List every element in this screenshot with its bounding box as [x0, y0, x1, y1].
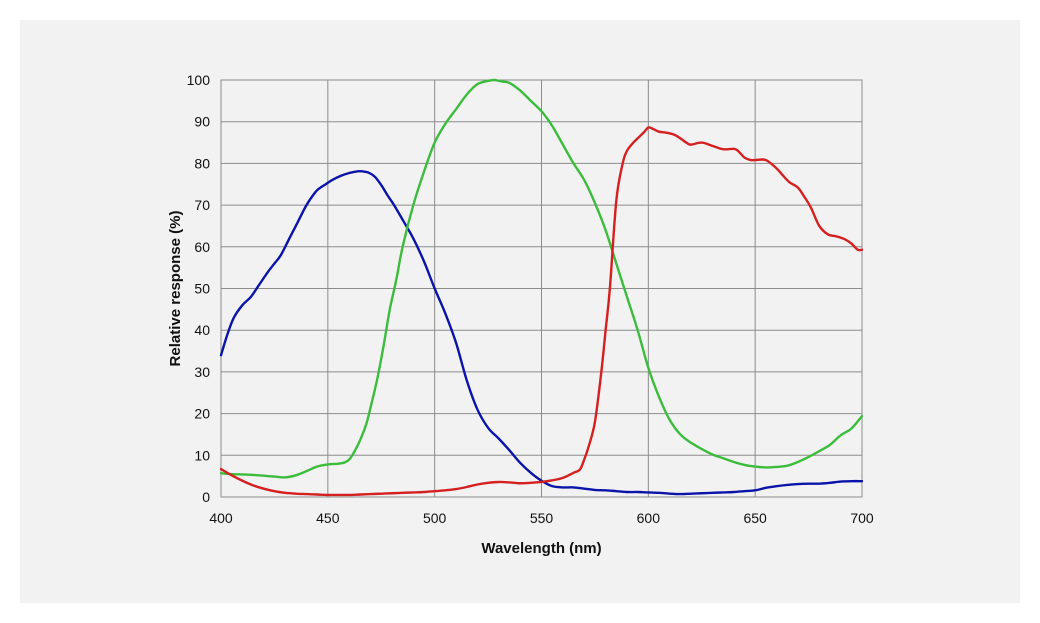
- y-tick-label-10: 10: [194, 447, 210, 463]
- y-axis-title: Relative response (%): [167, 211, 184, 367]
- series-line-blue: [219, 169, 864, 496]
- chart-panel: [20, 20, 1020, 603]
- y-tick-label-100: 100: [187, 72, 211, 88]
- x-tick-label-600: 600: [637, 510, 661, 526]
- plot-area-frame: [220, 79, 863, 498]
- y-tick-label-40: 40: [194, 322, 210, 338]
- grid-layer: [220, 79, 863, 498]
- y-tick-label-20: 20: [194, 406, 210, 422]
- series-line-red: [219, 126, 864, 497]
- series-layer: [219, 78, 864, 497]
- x-tick-label-700: 700: [850, 510, 874, 526]
- x-tick-label-550: 550: [530, 510, 554, 526]
- y-tick-label-0: 0: [202, 489, 210, 505]
- y-tick-label-50: 50: [194, 281, 210, 297]
- y-tick-label-60: 60: [194, 239, 210, 255]
- x-tick-label-500: 500: [423, 510, 447, 526]
- series-line-green: [219, 78, 864, 479]
- y-tick-label-70: 70: [194, 197, 210, 213]
- y-tick-label-80: 80: [194, 155, 210, 171]
- y-axis-ticks: 0 10 20 30 40 50 60 70 80 90 100: [187, 72, 211, 505]
- x-axis-title: Wavelength (nm): [481, 540, 601, 557]
- x-axis-ticks: 400 450 500 550 600 650 700: [209, 510, 874, 526]
- x-tick-label-450: 450: [316, 510, 340, 526]
- y-tick-label-90: 90: [194, 114, 210, 130]
- y-tick-label-30: 30: [194, 364, 210, 380]
- x-tick-label-650: 650: [743, 510, 767, 526]
- x-tick-label-400: 400: [209, 510, 233, 526]
